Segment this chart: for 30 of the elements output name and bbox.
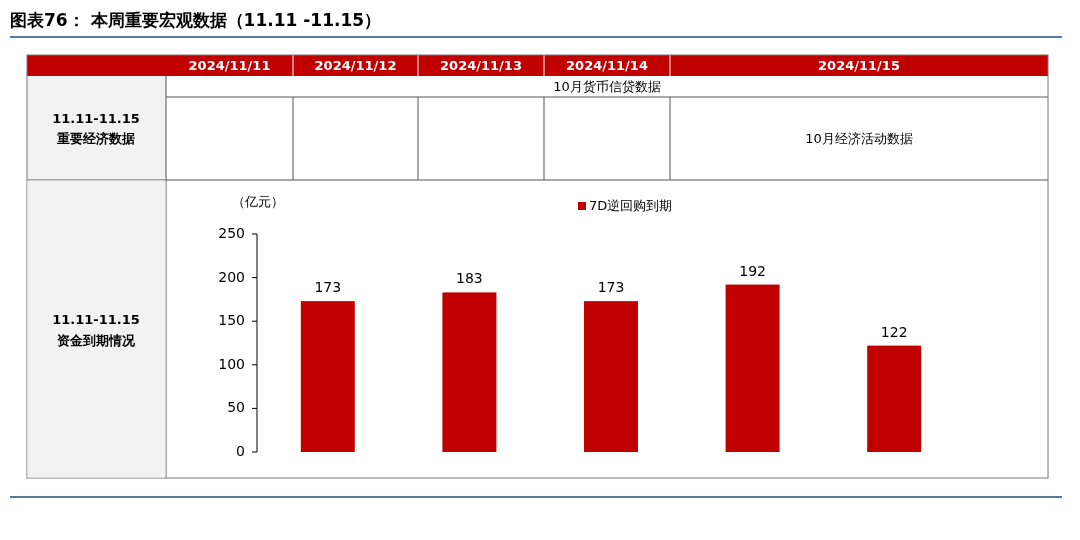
category-label: 2024/11/13 (440, 57, 522, 73)
text: 资金到期情况 (57, 332, 136, 348)
text: 重要经济数据 (56, 130, 135, 146)
category-label: 2024/11/12 (314, 57, 397, 73)
y-tick-label: 0 (236, 443, 245, 459)
data-label: 192 (739, 262, 766, 279)
bar (300, 301, 355, 452)
text: 10月经济活动数据 (805, 130, 913, 146)
data-label: 173 (314, 279, 342, 296)
data-label: 183 (456, 270, 483, 287)
text: 10月货币信贷数据 (553, 78, 661, 94)
text: 11.11-11.15 (52, 110, 140, 126)
bar (867, 345, 922, 452)
category-label: 2024/11/11 (188, 57, 271, 73)
y-tick-label: 150 (218, 312, 245, 329)
bar (725, 284, 780, 452)
legend-label: 7D逆回购到期 (589, 197, 673, 213)
bar (584, 301, 638, 452)
category-label: 2024/11/15 (818, 57, 900, 73)
category-label: 2024/11/14 (566, 57, 648, 73)
y-tick-label: 250 (218, 225, 245, 241)
bar (442, 292, 497, 452)
text: 11.11-11.15 (52, 311, 140, 327)
y-axis-title: （亿元） (232, 193, 284, 209)
y-tick-label: 100 (218, 355, 245, 372)
data-label: 173 (597, 279, 625, 296)
y-tick-label: 200 (218, 268, 245, 285)
y-tick-label: 50 (227, 399, 245, 416)
data-label: 122 (880, 323, 908, 340)
text: 图表76： 本周重要宏观数据（11.11 -11.15） (10, 10, 382, 30)
